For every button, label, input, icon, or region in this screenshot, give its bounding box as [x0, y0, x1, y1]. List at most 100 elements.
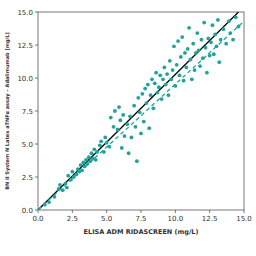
point — [211, 23, 215, 27]
y-tick — [35, 78, 38, 79]
point — [83, 165, 87, 169]
point — [143, 87, 147, 91]
point — [61, 188, 65, 192]
point — [195, 31, 199, 35]
y-tick-label: 10.0 — [17, 75, 33, 83]
point — [168, 59, 172, 63]
point — [186, 47, 190, 51]
point — [142, 120, 146, 124]
point — [160, 97, 164, 101]
point — [216, 18, 220, 22]
y-tick — [35, 12, 38, 13]
point — [66, 174, 70, 178]
point — [165, 72, 169, 76]
plot-area — [38, 12, 244, 210]
y-tick-label: 0.0 — [22, 207, 33, 215]
point — [127, 151, 131, 155]
x-tick — [175, 210, 176, 213]
point — [154, 71, 158, 75]
point — [189, 58, 193, 62]
x-tick — [106, 210, 107, 213]
point — [47, 200, 51, 204]
point — [145, 101, 149, 105]
x-tick-label: 2.5 — [67, 215, 78, 223]
point — [215, 44, 219, 48]
point — [224, 42, 228, 46]
chart: 0.02.55.07.510.012.515.00.02.55.07.510.0… — [0, 0, 256, 256]
point — [88, 159, 92, 163]
x-axis-label: ELISA ADM RIDASCREEN (mg/L) — [84, 228, 199, 236]
point — [147, 126, 151, 130]
point — [140, 92, 144, 96]
point — [99, 139, 103, 143]
point — [209, 40, 213, 44]
point — [173, 84, 177, 88]
point — [136, 96, 140, 100]
point — [219, 38, 223, 42]
point — [135, 159, 139, 163]
point — [80, 169, 84, 173]
point — [98, 143, 102, 147]
point — [176, 39, 180, 43]
x-tick — [72, 210, 73, 213]
y-axis-label: BN II System N Latex aTNFα assay – Adali… — [4, 32, 11, 190]
point — [205, 71, 209, 75]
point — [103, 136, 107, 140]
point — [180, 35, 184, 39]
point — [109, 116, 113, 120]
point — [227, 19, 231, 23]
point — [43, 203, 47, 207]
line — [38, 21, 244, 210]
point — [208, 54, 212, 58]
point — [119, 118, 123, 122]
point — [102, 150, 106, 154]
point — [86, 162, 90, 166]
point — [79, 163, 83, 167]
point — [204, 46, 208, 50]
point — [169, 77, 173, 81]
y-tick-label: 7.5 — [22, 108, 33, 116]
point — [58, 183, 62, 187]
point — [81, 161, 85, 165]
point — [112, 125, 116, 129]
y-tick — [35, 144, 38, 145]
y-tick-label: 5.0 — [22, 141, 33, 149]
point — [113, 109, 117, 113]
point — [212, 52, 216, 56]
point — [231, 38, 235, 42]
point — [206, 37, 210, 41]
point — [191, 42, 195, 46]
point — [72, 175, 76, 179]
y-tick-label: 15.0 — [17, 9, 33, 17]
point — [150, 77, 154, 81]
point — [129, 136, 133, 140]
point — [57, 187, 61, 191]
point — [53, 195, 57, 199]
point — [200, 38, 204, 42]
point — [237, 25, 241, 29]
point — [172, 44, 176, 48]
point — [190, 77, 194, 81]
point — [175, 63, 179, 67]
y-tick — [35, 45, 38, 46]
x-tick-label: 15.0 — [236, 215, 252, 223]
y-tick — [35, 111, 38, 112]
point — [116, 128, 120, 132]
point — [87, 155, 91, 159]
point — [179, 55, 183, 59]
x-tick — [244, 210, 245, 213]
point — [138, 110, 142, 114]
x-tick — [141, 210, 142, 213]
point — [75, 172, 79, 176]
x-tick-label: 7.5 — [135, 215, 146, 223]
y-tick — [35, 210, 38, 211]
x-tick-label: 5.0 — [101, 215, 112, 223]
point — [64, 182, 68, 186]
x-tick-label: 0.0 — [32, 215, 43, 223]
point — [123, 134, 127, 138]
point — [90, 151, 94, 155]
point — [70, 170, 74, 174]
point — [228, 31, 232, 35]
point — [120, 146, 124, 150]
point — [108, 145, 112, 149]
